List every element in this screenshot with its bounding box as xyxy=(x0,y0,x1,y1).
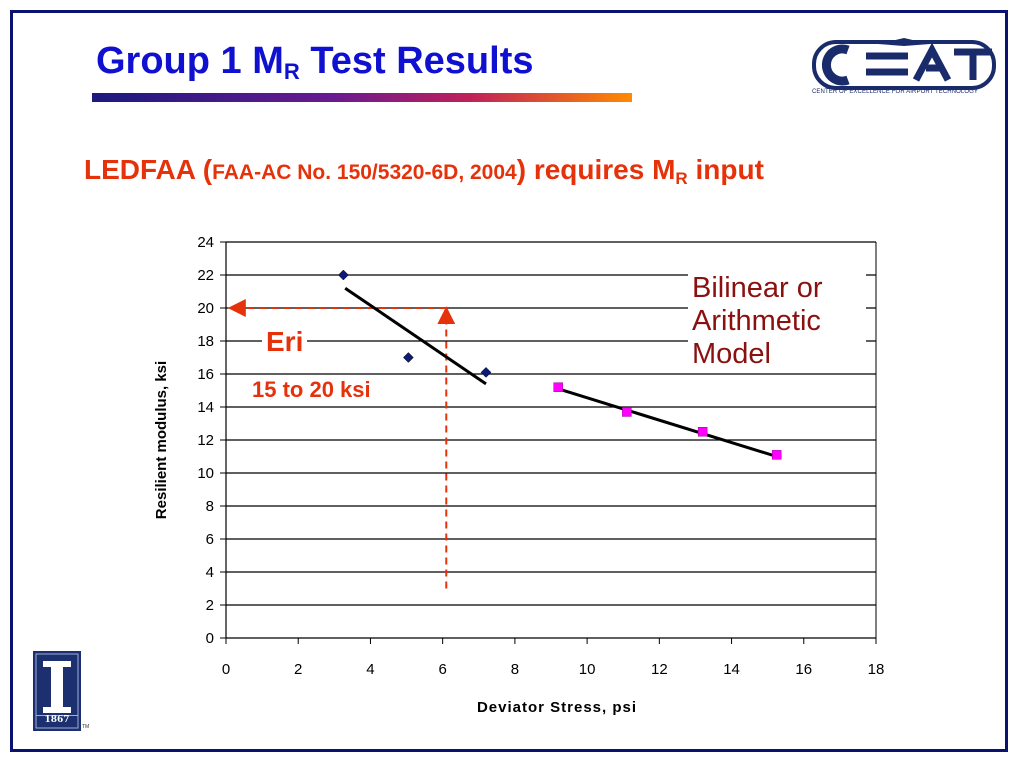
y-tick-label: 10 xyxy=(197,465,214,482)
y-tick-label: 4 xyxy=(206,564,214,581)
x-tick-label: 18 xyxy=(868,661,885,678)
model-annotation: Bilinear or Arithmetic Model xyxy=(688,270,866,373)
slide-title: Group 1 MR Test Results xyxy=(96,40,533,85)
x-tick-label: 10 xyxy=(579,661,596,678)
x-tick-label: 4 xyxy=(366,661,374,678)
university-logo xyxy=(33,651,81,731)
y-tick-label: 14 xyxy=(197,399,214,416)
y-tick-label: 20 xyxy=(197,300,214,317)
subtitle-part1: LEDFAA ( xyxy=(84,154,213,185)
title-main: Group 1 M xyxy=(96,40,284,82)
title-underline xyxy=(92,93,632,102)
fit-lines xyxy=(344,286,778,458)
subtitle-part3: input xyxy=(687,154,764,185)
slide-frame xyxy=(10,10,1008,752)
data-point-square xyxy=(771,450,782,460)
subtitle-part2: ) requires M xyxy=(516,154,676,185)
cefat-logo xyxy=(812,38,996,90)
data-point-square xyxy=(697,427,708,437)
fit-line xyxy=(344,286,487,386)
university-year: 1867 xyxy=(44,715,70,725)
fit-line xyxy=(557,387,778,458)
y-axis-title: Resilient modulus, ksi xyxy=(153,361,170,519)
x-tick-label: 6 xyxy=(438,661,446,678)
data-point-diamond xyxy=(403,352,414,363)
x-tick-label: 8 xyxy=(511,661,519,678)
x-axis-title: Deviator Stress, psi xyxy=(477,699,637,716)
x-tick-label: 0 xyxy=(222,661,230,678)
y-tick-label: 2 xyxy=(206,597,214,614)
data-point-square xyxy=(553,382,563,392)
subtitle-subscript: R xyxy=(675,169,688,188)
subtitle-reference: FAA-AC No. 150/5320-6D, 2004 xyxy=(212,161,517,184)
model-line-1: Bilinear or xyxy=(692,272,823,304)
data-points xyxy=(338,269,782,460)
y-tick-label: 24 xyxy=(197,234,214,251)
y-tick-label: 18 xyxy=(197,333,214,350)
logo-caption: CENTER OF EXCELLENCE FOR AIRPORT TECHNOL… xyxy=(812,89,979,95)
axes xyxy=(220,241,877,644)
x-tick-label: 2 xyxy=(294,661,302,678)
model-line-3: Model xyxy=(692,338,771,370)
title-subscript: R xyxy=(283,59,300,84)
y-tick-label: 16 xyxy=(197,366,214,383)
range-annotation: 15 to 20 ksi xyxy=(248,377,375,403)
y-tick-label: 12 xyxy=(197,432,214,449)
reference-lines xyxy=(227,299,456,589)
y-tick-label: 0 xyxy=(206,630,214,647)
data-point-diamond xyxy=(338,269,349,281)
data-point-square xyxy=(622,407,632,417)
slide-subtitle: LEDFAA (FAA-AC No. 150/5320-6D, 2004) re… xyxy=(84,154,764,189)
x-tick-label: 14 xyxy=(723,661,740,678)
y-tick-label: 22 xyxy=(197,267,214,284)
eri-annotation: Eri xyxy=(262,326,308,358)
x-tick-label: 16 xyxy=(795,661,812,678)
model-line-2: Arithmetic xyxy=(692,305,821,337)
y-tick-label: 8 xyxy=(206,498,214,515)
data-point-diamond xyxy=(480,366,492,378)
x-tick-label: 12 xyxy=(651,661,668,678)
title-end: Test Results xyxy=(299,40,534,82)
trademark-mark: TM xyxy=(82,724,90,730)
y-tick-label: 6 xyxy=(206,531,214,548)
